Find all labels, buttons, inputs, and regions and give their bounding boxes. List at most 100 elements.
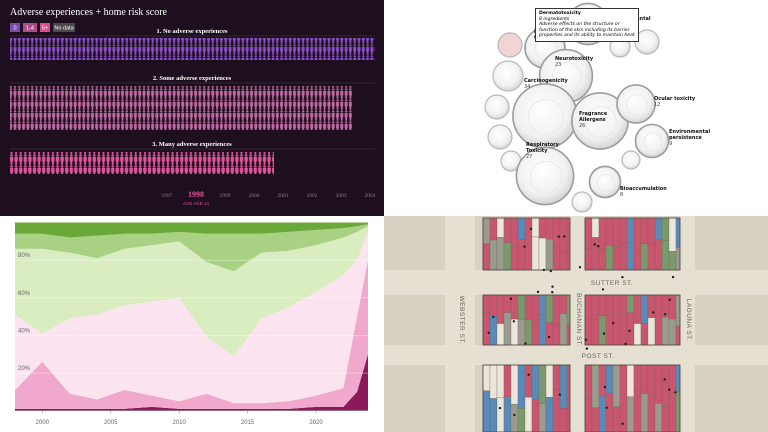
lot — [531, 325, 540, 346]
marker — [605, 406, 608, 409]
lot — [584, 294, 593, 321]
lot — [552, 364, 561, 390]
lot — [591, 294, 600, 320]
lot — [675, 390, 681, 432]
lot — [559, 408, 568, 432]
timeline-year[interactable]: 2004 — [365, 193, 376, 199]
timeline-year[interactable]: 1999 — [220, 193, 231, 199]
marker — [603, 385, 607, 389]
timeline-year[interactable]: 1998 — [188, 190, 204, 199]
lot — [482, 243, 491, 271]
legend-label: 1-4 — [26, 26, 34, 32]
lot — [591, 237, 600, 271]
marker — [529, 227, 533, 231]
lot — [524, 244, 533, 271]
bubble-inner — [597, 174, 615, 192]
lot — [496, 364, 505, 398]
lot — [489, 315, 498, 346]
lot — [524, 217, 533, 246]
marker — [651, 311, 655, 314]
lot — [605, 314, 614, 346]
timeline-year[interactable]: 2003 — [336, 193, 347, 199]
marker — [549, 269, 553, 273]
block-outline — [482, 294, 571, 346]
lot — [538, 314, 547, 346]
marker — [621, 422, 624, 425]
lot — [675, 217, 681, 249]
lot — [552, 246, 561, 271]
timeline-year[interactable]: 1997 — [162, 193, 173, 199]
lot — [517, 294, 526, 320]
timeline-year[interactable]: 2002 — [307, 193, 318, 199]
lot — [545, 239, 554, 271]
x-tick-label: 2020 — [309, 420, 323, 426]
lot — [510, 246, 519, 271]
lot — [591, 217, 600, 238]
legend-button[interactable] — [23, 23, 37, 32]
lot — [654, 239, 663, 271]
lot — [654, 364, 663, 404]
lot — [647, 364, 656, 396]
marker — [536, 290, 540, 294]
group-heading: 2. Some adverse experiences — [153, 75, 232, 82]
lot — [531, 399, 540, 432]
bubble-rim — [621, 150, 641, 170]
timeline-year[interactable]: 2001 — [278, 193, 289, 199]
lot — [598, 294, 607, 317]
lot — [524, 294, 533, 320]
legend-button[interactable] — [40, 23, 50, 32]
block-outline — [482, 217, 571, 271]
lot — [640, 393, 649, 432]
lot — [668, 294, 677, 320]
lot — [668, 392, 677, 432]
lot — [612, 217, 621, 247]
lot — [654, 217, 663, 241]
node-name: Ocular toxicity — [654, 96, 696, 102]
area — [15, 226, 368, 357]
lot — [503, 312, 512, 346]
legend-button[interactable] — [10, 23, 20, 32]
lot — [668, 364, 677, 394]
block-outline — [584, 364, 681, 432]
marker — [558, 393, 562, 396]
legend-label: 0 — [13, 26, 16, 32]
marker — [585, 347, 589, 350]
block-outline — [584, 217, 681, 271]
bubble — [588, 165, 622, 199]
node-name: Environmental persistence — [669, 129, 711, 141]
lot — [605, 217, 614, 246]
bubble-rim — [634, 29, 660, 55]
legend-button[interactable] — [53, 23, 75, 32]
legend-label: No data — [54, 26, 74, 32]
lot — [619, 364, 628, 406]
marker — [621, 275, 624, 279]
lot — [552, 389, 561, 432]
bubble-label: Fragrance Allergens 26 — [579, 111, 627, 129]
lot — [619, 217, 628, 244]
area — [15, 222, 368, 238]
bubble-rim — [487, 124, 513, 150]
lot — [482, 294, 491, 314]
marker — [557, 235, 560, 238]
tooltip-title: Dermatotoxicity — [539, 11, 581, 16]
lot — [591, 364, 600, 408]
lot — [584, 364, 593, 400]
marker — [612, 321, 615, 325]
lot — [510, 217, 519, 247]
lot — [503, 364, 512, 397]
lot — [605, 245, 614, 271]
lot — [612, 294, 621, 323]
timeline-year[interactable]: 2000 — [249, 193, 260, 199]
bubble-inner — [585, 106, 617, 138]
lot — [531, 294, 540, 327]
bubble — [634, 123, 670, 159]
lot — [633, 390, 642, 432]
lot — [626, 312, 635, 346]
figures — [10, 86, 352, 130]
lot — [598, 217, 607, 251]
street — [445, 216, 475, 432]
bubble-rim — [492, 60, 524, 92]
bubble-rim — [497, 32, 523, 58]
y-tick-label: 60% — [18, 291, 31, 297]
lot — [619, 243, 628, 271]
